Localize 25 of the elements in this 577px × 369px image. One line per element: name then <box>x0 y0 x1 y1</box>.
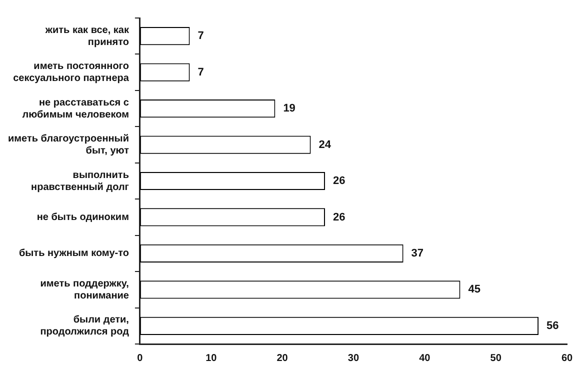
data-label: 26 <box>333 211 346 224</box>
y-tick-label: иметь благоустроенный быт, уют <box>8 134 130 157</box>
data-label: 7 <box>198 66 204 78</box>
data-label: 7 <box>198 30 204 42</box>
data-label: 24 <box>318 138 332 151</box>
y-tick-label: не быть одиноким <box>36 212 129 223</box>
data-label: 26 <box>333 175 346 188</box>
y-tick-label: иметь постоянного сексуального партнера <box>13 61 130 84</box>
y-tick-label: быть нужным кому-то <box>18 248 129 260</box>
data-label: 37 <box>411 247 424 260</box>
y-tick-label: выполнить нравственный долг <box>31 170 129 193</box>
y-tick-label: жить как все, как принято <box>44 24 130 48</box>
x-tick-label: 60 <box>561 352 573 364</box>
x-tick-label: 30 <box>348 352 360 364</box>
x-tick-label: 10 <box>206 352 218 364</box>
data-label: 19 <box>283 102 296 115</box>
x-tick-label: 0 <box>137 352 144 364</box>
y-tick-label: были дети, продолжился род <box>40 314 130 338</box>
y-tick-label: не расставаться с любимым человеком <box>22 97 130 120</box>
y-tick-label: иметь поддержку, понимание <box>40 278 130 302</box>
data-label: 45 <box>468 284 480 296</box>
x-tick-label: 50 <box>490 352 502 364</box>
x-tick-label: 40 <box>419 352 431 364</box>
data-label: 56 <box>546 320 559 332</box>
x-tick-label: 20 <box>276 352 288 364</box>
